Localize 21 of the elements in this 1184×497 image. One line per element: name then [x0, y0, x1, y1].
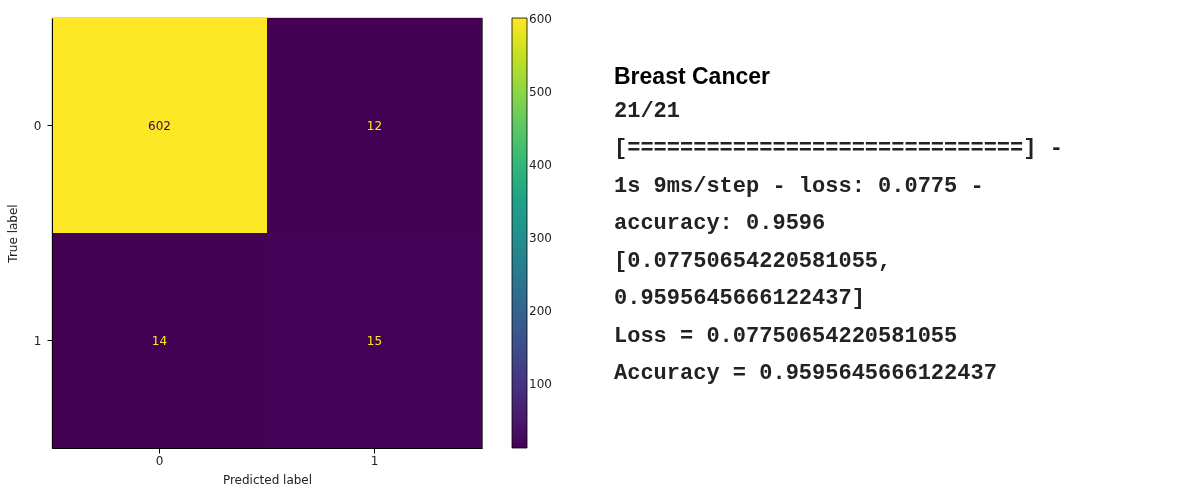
- color-bar-label: 400: [529, 158, 552, 173]
- color-bar-label: 500: [529, 85, 552, 100]
- color-bar-label: 600: [529, 12, 552, 27]
- text: Breast Cancer: [614, 63, 771, 89]
- data-label: 15: [366, 333, 383, 348]
- text: [0.07750654220581055,: [614, 248, 892, 274]
- data-label: 12: [366, 118, 383, 133]
- data-label: 14: [151, 333, 168, 348]
- color-bar-label: 100: [529, 376, 552, 391]
- text: Loss = 0.07750654220581055: [614, 323, 958, 349]
- data-label: 602: [148, 118, 171, 133]
- text: 1s 9ms/step - loss: 0.0775 -: [614, 173, 984, 199]
- text: 21/21: [614, 98, 681, 124]
- text: [==============================] -: [614, 136, 1063, 162]
- color-bar-label: 200: [529, 303, 552, 318]
- text: 0.9595645666122437]: [614, 286, 865, 312]
- y-axis-title: True label: [5, 204, 20, 264]
- x-axis-title: Predicted label: [222, 472, 313, 487]
- color-bar-label: 300: [529, 231, 552, 246]
- text: accuracy: 0.9596: [614, 211, 826, 237]
- text: Accuracy = 0.9595645666122437: [614, 361, 997, 387]
